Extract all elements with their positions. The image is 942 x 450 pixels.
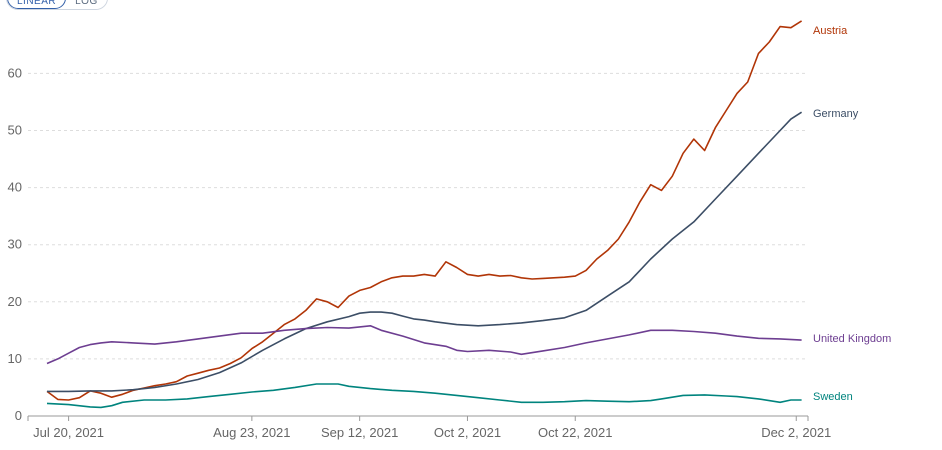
log-scale-button[interactable]: LOG: [66, 0, 107, 9]
y-tick-label: 10: [8, 351, 22, 366]
series-label-austria[interactable]: Austria: [813, 25, 848, 37]
y-tick-label: 50: [8, 122, 22, 137]
y-tick-label: 40: [8, 180, 22, 195]
grid-layer: [28, 72, 808, 360]
series-line-sweden[interactable]: [46, 383, 802, 409]
x-tick-label: Oct 2, 2021: [434, 425, 501, 440]
x-tick-label: Dec 2, 2021: [761, 425, 831, 440]
x-tick-label: Oct 22, 2021: [538, 425, 612, 440]
series-label-united-kingdom[interactable]: United Kingdom: [813, 333, 891, 345]
axis-layer: 0 10 20 30 40 50 60 Jul 20, 2021 Aug 23, 2021 Sep…: [8, 65, 832, 440]
y-tick-label: 20: [8, 294, 22, 309]
y-tick-label: 0: [15, 408, 22, 423]
label-layer: Austria Germany United Kingdom Sweden: [813, 25, 891, 403]
y-tick-label: 30: [8, 237, 22, 252]
x-tick-label: Aug 23, 2021: [213, 425, 290, 440]
x-tick-label: Sep 12, 2021: [321, 425, 398, 440]
series-line-germany[interactable]: [47, 111, 803, 393]
y-tick-label: 60: [8, 65, 22, 80]
series-label-sweden[interactable]: Sweden: [813, 391, 853, 403]
series-line-united-kingdom[interactable]: [46, 325, 802, 365]
series-label-germany[interactable]: Germany: [813, 108, 859, 120]
series-line-austria[interactable]: [46, 20, 803, 401]
x-tick-label: Jul 20, 2021: [33, 425, 104, 440]
series-layer: [46, 20, 803, 409]
